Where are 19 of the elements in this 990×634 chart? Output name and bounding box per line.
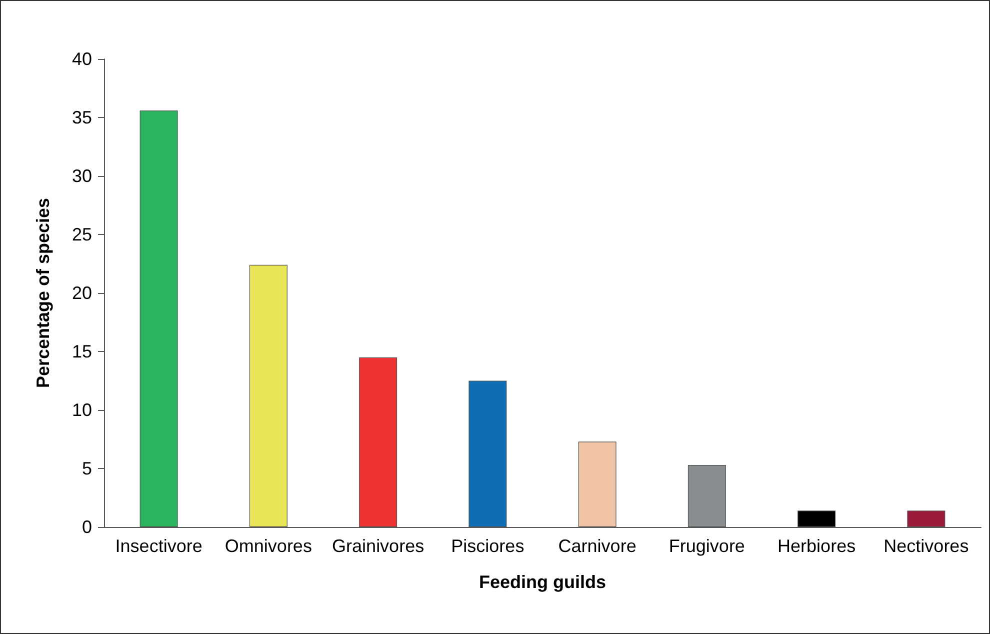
x-tick-label: Frugivore xyxy=(668,536,745,556)
y-tick-label: 0 xyxy=(82,517,92,537)
y-tick-label: 5 xyxy=(82,458,92,478)
x-tick-label: Grainivores xyxy=(332,536,424,556)
y-tick-label: 40 xyxy=(72,49,92,69)
y-tick-label: 35 xyxy=(72,108,92,128)
x-tick-label: Omnivores xyxy=(224,536,312,556)
x-tick-label: Carnivore xyxy=(558,536,636,556)
x-tick-label: Insectivore xyxy=(115,536,202,556)
x-tick-label: Nectivores xyxy=(884,536,969,556)
x-axis-title: Feeding guilds xyxy=(478,572,606,592)
y-tick-label: 25 xyxy=(72,224,92,244)
y-axis-title: Percentage of species xyxy=(33,198,53,388)
y-tick-label: 30 xyxy=(72,166,92,186)
y-tick-label: 10 xyxy=(72,400,92,420)
y-tick-label: 20 xyxy=(72,283,92,303)
y-tick-label: 15 xyxy=(72,342,92,362)
x-tick-label: Pisciores xyxy=(451,536,524,556)
x-tick-label: Herbiores xyxy=(778,536,856,556)
